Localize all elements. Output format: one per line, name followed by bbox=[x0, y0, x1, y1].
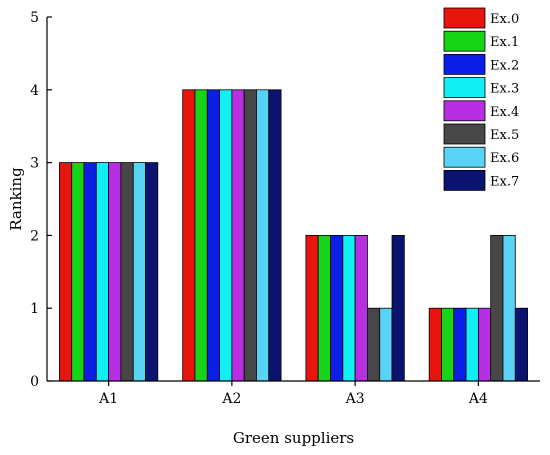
legend-swatch-ex2 bbox=[443, 54, 486, 75]
legend-swatch-ex6 bbox=[443, 146, 486, 168]
bar-ex2-a1 bbox=[83, 162, 97, 382]
bar-ex6-a1 bbox=[132, 162, 146, 382]
bar-ex3-a2 bbox=[219, 89, 233, 382]
legend-swatch-ex3 bbox=[443, 77, 486, 98]
bar-ex0-a2 bbox=[182, 89, 196, 382]
bar-ex0-a1 bbox=[59, 162, 73, 382]
bar-ex5-a1 bbox=[120, 162, 134, 382]
legend: Ex.0 Ex.1 Ex.2 Ex.3 Ex.4 Ex.5 Ex.6 Ex.7 bbox=[443, 7, 519, 191]
bar-ex4-a2 bbox=[231, 89, 245, 382]
bar-ex5-a2 bbox=[243, 89, 257, 382]
legend-label-ex0: Ex.0 bbox=[490, 12, 519, 27]
bar-ex2-a2 bbox=[206, 89, 220, 382]
bar-ex1-a4 bbox=[441, 307, 455, 382]
bar-ex0-a3 bbox=[305, 234, 319, 382]
legend-swatch-ex0 bbox=[443, 7, 486, 29]
legend-label-ex7: Ex.7 bbox=[490, 174, 519, 189]
x-axis-title: Green suppliers bbox=[233, 429, 354, 447]
x-axis-ticks: A1 A2 A3 A4 bbox=[98, 381, 488, 407]
legend-label-ex2: Ex.2 bbox=[490, 58, 519, 73]
bar-ex1-a1 bbox=[71, 162, 85, 382]
y-tick-label: 0 bbox=[30, 374, 39, 390]
bars-group bbox=[59, 89, 528, 382]
bar-ex0-a4 bbox=[428, 307, 442, 382]
bar-ex4-a3 bbox=[354, 234, 368, 382]
y-axis-title: Ranking bbox=[7, 167, 25, 231]
bar-ex3-a4 bbox=[465, 307, 479, 382]
legend-label-ex6: Ex.6 bbox=[490, 151, 519, 166]
bar-ex1-a2 bbox=[194, 89, 208, 382]
x-tick-label: A2 bbox=[221, 391, 241, 407]
bar-ex7-a1 bbox=[145, 162, 159, 382]
y-tick-label: 3 bbox=[30, 156, 39, 172]
legend-label-ex5: Ex.5 bbox=[490, 128, 519, 143]
axes-group bbox=[46, 17, 540, 382]
legend-swatch-ex5 bbox=[443, 123, 486, 145]
bar-ex2-a4 bbox=[453, 307, 467, 382]
legend-label-ex1: Ex.1 bbox=[490, 35, 519, 50]
legend-label-ex4: Ex.4 bbox=[490, 105, 519, 120]
bar-ex7-a4 bbox=[514, 307, 528, 382]
x-tick-label: A4 bbox=[468, 391, 488, 407]
bar-ex5-a3 bbox=[367, 307, 381, 382]
x-tick-label: A1 bbox=[98, 391, 118, 407]
x-tick-label: A3 bbox=[345, 391, 365, 407]
bar-ex6-a4 bbox=[502, 234, 516, 382]
y-tick-label: 2 bbox=[30, 228, 39, 244]
y-axis-ticks: 0 1 2 3 4 5 bbox=[30, 10, 52, 390]
bar-ex1-a3 bbox=[317, 234, 331, 382]
bar-ex7-a2 bbox=[268, 89, 282, 382]
y-tick-label: 1 bbox=[30, 301, 39, 317]
bar-ex4-a4 bbox=[477, 307, 492, 382]
bar-ex6-a2 bbox=[256, 89, 270, 382]
bar-ex5-a4 bbox=[490, 234, 504, 382]
bar-ex7-a3 bbox=[391, 234, 405, 382]
bar-ex3-a3 bbox=[342, 234, 356, 382]
legend-swatch-ex1 bbox=[443, 30, 486, 52]
y-tick-label: 5 bbox=[30, 10, 39, 26]
bar-ex4-a1 bbox=[108, 162, 122, 382]
bar-ex2-a3 bbox=[330, 234, 344, 382]
bar-ex3-a1 bbox=[95, 162, 110, 382]
legend-swatch-ex4 bbox=[443, 100, 486, 122]
bar-ex6-a3 bbox=[379, 307, 393, 382]
legend-swatch-ex7 bbox=[443, 169, 486, 191]
legend-label-ex3: Ex.3 bbox=[490, 82, 519, 97]
y-tick-label: 4 bbox=[30, 83, 39, 99]
